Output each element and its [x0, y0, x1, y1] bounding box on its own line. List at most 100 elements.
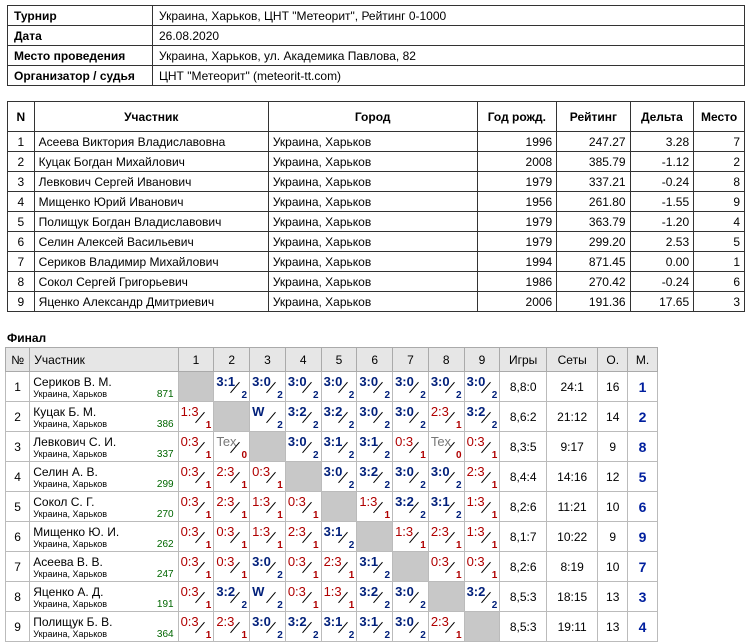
place-cell: 7 — [627, 551, 658, 582]
games-cell: 8,6:2 — [499, 401, 547, 432]
crosstable-row: 8 Яценко А. Д. Украина, Харьков 191 0:3 1 3:2 2… — [4, 581, 658, 612]
participant-cell: Сериков В. М. Украина, Харьков 871 — [29, 371, 179, 402]
table-row: 4 Мищенко Юрий Иванович Украина, Харьков 19… — [7, 191, 745, 212]
match-score: 3:2 — [359, 584, 379, 599]
table-cell: 270.42 — [556, 271, 631, 292]
column-header: 4 — [284, 347, 322, 372]
column-header: М. — [627, 347, 658, 372]
match-points: 1 — [313, 600, 319, 611]
match-points: 1 — [313, 540, 319, 551]
info-key: Дата — [7, 25, 153, 46]
info-key: Место проведения — [7, 45, 153, 66]
match-result-cell: 0:3 1 — [427, 551, 465, 582]
match-score: 3:0 — [466, 374, 486, 389]
self-match-cell — [427, 581, 465, 612]
participant-name: Мищенко Ю. И. — [33, 524, 120, 539]
match-result-cell: 0:3 1 — [177, 431, 215, 462]
match-score: 1:3 — [323, 584, 342, 599]
self-match-cell — [392, 551, 429, 582]
table-cell: 363.79 — [556, 211, 631, 232]
match-result-cell: 2:3 1 — [320, 551, 358, 582]
participant-city: Украина, Харьков — [33, 388, 108, 399]
crosstable-row: 1 Сериков В. М. Украина, Харьков 871 3:1 2 3:0… — [4, 371, 658, 402]
match-points: 2 — [384, 570, 391, 581]
match-result-cell: 1:3 1 — [320, 581, 358, 612]
info-row: Дата 26.08.2020 — [7, 25, 745, 46]
row-number: 4 — [4, 461, 31, 492]
table-cell: 2006 — [476, 291, 558, 312]
place-cell: 4 — [627, 611, 658, 642]
match-points: 2 — [384, 390, 391, 401]
column-header: Место — [693, 101, 745, 132]
column-header: Сеты — [545, 347, 599, 372]
table-cell: 7 — [7, 251, 35, 272]
match-points: 2 — [420, 510, 426, 521]
match-points: 1 — [205, 450, 212, 461]
self-match-cell — [249, 431, 286, 462]
match-score: 0:3 — [287, 554, 306, 569]
table-cell: 299.20 — [556, 231, 631, 252]
match-result-cell: 3:2 2 — [320, 401, 358, 432]
participant-name: Селин А. В. — [33, 464, 98, 479]
column-header: 7 — [392, 347, 429, 372]
match-points: 2 — [456, 480, 462, 491]
table-row: 9 Яценко Александр Дмитриевич Украина, Хар… — [7, 291, 745, 312]
table-cell: Мищенко Юрий Иванович — [33, 191, 269, 212]
match-score: 3:0 — [252, 554, 271, 569]
match-result-cell: 0:3 1 — [177, 551, 215, 582]
table-cell: -0.24 — [629, 271, 695, 292]
match-score: 3:1 — [323, 434, 343, 449]
match-result-cell: 3:0 2 — [427, 461, 465, 492]
column-header: Рейтинг — [556, 101, 631, 132]
place-cell: 1 — [627, 371, 658, 402]
match-score: 3:1 — [359, 614, 379, 629]
match-points: 2 — [277, 600, 283, 611]
column-header: 2 — [213, 347, 251, 372]
match-score: Tex — [216, 434, 237, 449]
table-cell: 1979 — [476, 171, 558, 192]
match-result-cell: 3:1 2 — [320, 611, 358, 642]
match-result-cell: 0:3 1 — [463, 551, 501, 582]
table-cell: 261.80 — [556, 191, 631, 212]
match-result-cell: 0:3 1 — [463, 431, 501, 462]
crosstable-row: 6 Мищенко Ю. И. Украина, Харьков 262 0:3 1 0:3… — [4, 521, 658, 552]
match-score: 3:0 — [287, 434, 307, 449]
row-number: 9 — [4, 611, 31, 642]
match-score: 0:3 — [466, 554, 485, 569]
match-points: 1 — [205, 570, 212, 581]
participants-table: N Участник Город Год рожд. Рейтинг Дельта Мест… — [7, 101, 745, 312]
info-value: 26.08.2020 — [152, 25, 745, 46]
participant-cell: Левкович С. И. Украина, Харьков 337 — [29, 431, 179, 462]
table-row: 5 Полищук Богдан Владиславович Украина, Ха… — [7, 211, 745, 232]
match-points: 1 — [348, 570, 355, 581]
points-cell: 9 — [597, 431, 629, 462]
match-score: 1:3 — [252, 494, 271, 509]
match-points: 2 — [313, 390, 319, 401]
column-header: 1 — [177, 347, 215, 372]
match-result-cell: 3:0 2 — [427, 371, 465, 402]
games-cell: 8,2:6 — [499, 551, 547, 582]
tournament-info-table: Турнир Украина, Харьков, ЦНТ "Метеорит", … — [7, 5, 745, 86]
match-result-cell: Tex 0 — [427, 431, 465, 462]
score-divider — [266, 411, 276, 424]
match-result-cell: 3:0 2 — [320, 371, 358, 402]
table-cell: 6 — [693, 271, 745, 292]
match-result-cell: 0:3 1 — [177, 491, 215, 522]
match-points: 2 — [491, 420, 498, 431]
match-points: 1 — [205, 600, 212, 611]
table-cell: 9 — [693, 191, 745, 212]
table-cell: Яценко Александр Дмитриевич — [33, 291, 269, 312]
table-cell: 2 — [693, 151, 745, 172]
match-points: 2 — [313, 450, 319, 461]
table-cell: 1996 — [476, 131, 558, 152]
match-result-cell: 3:0 2 — [249, 551, 286, 582]
match-score: 3:0 — [252, 374, 271, 389]
match-score: 3:0 — [359, 374, 379, 389]
match-score: 0:3 — [216, 554, 235, 569]
table-cell: 385.79 — [556, 151, 631, 172]
match-score: 3:2 — [216, 584, 236, 599]
place-cell: 3 — [627, 581, 658, 612]
table-cell: 1 — [693, 251, 745, 272]
match-points: 1 — [491, 540, 498, 551]
